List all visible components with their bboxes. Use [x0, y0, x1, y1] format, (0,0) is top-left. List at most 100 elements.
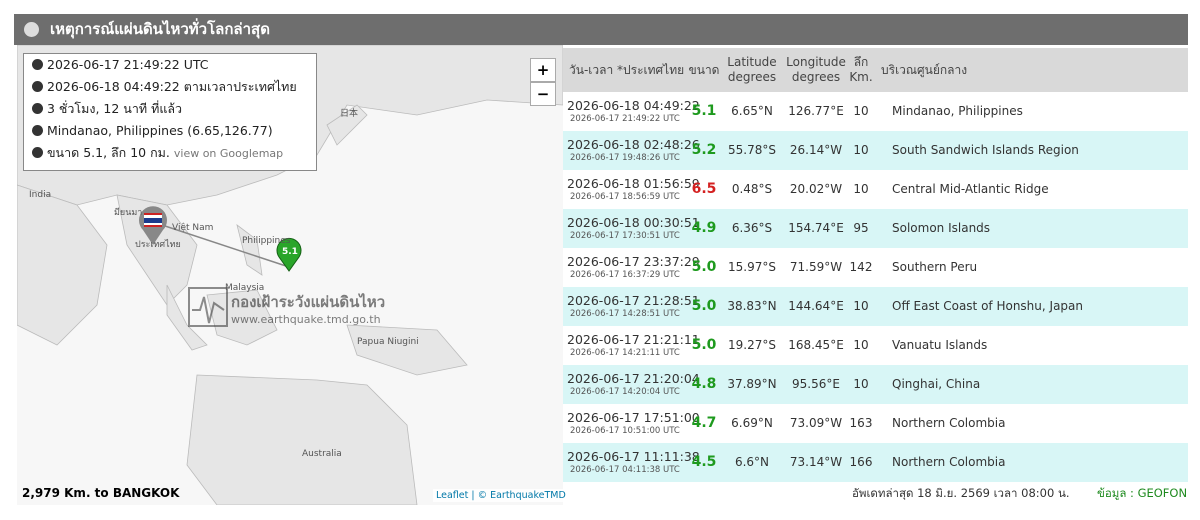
utc-time: 2026-06-17 16:37:29 UTC	[570, 270, 680, 280]
map-label: ประเทศไทย	[135, 240, 181, 250]
region: Northern Colombia	[892, 455, 1006, 469]
info-utc: 2026-06-17 21:49:22 UTC	[47, 57, 209, 72]
info-line: 2026-06-18 04:49:22 ตามเวลาประเทศไทย	[24, 76, 316, 98]
info-line: ขนาด 5.1, ลึก 10 กม. view on Googlemap	[24, 142, 316, 164]
logo-title: กองเฝ้าระวังแผ่นดินไหว	[231, 293, 386, 311]
map-label: Việt Nam	[172, 223, 214, 233]
map-label: India	[29, 190, 52, 200]
latitude: 38.83°N	[727, 299, 777, 313]
utc-time: 2026-06-17 21:49:22 UTC	[570, 114, 680, 124]
land	[346, 324, 468, 376]
region: South Sandwich Islands Region	[892, 143, 1079, 157]
longitude: 126.77°E	[788, 104, 844, 118]
info-size: ขนาด 5.1, ลึก 10 กม.	[47, 145, 170, 160]
magnitude: 5.0	[691, 298, 717, 314]
info-line: Mindanao, Philippines (6.65,126.77)	[24, 120, 316, 142]
region: Qinghai, China	[892, 377, 981, 391]
land	[166, 284, 208, 351]
magnitude: 4.7	[691, 415, 717, 431]
local-time: 2026-06-18 04:49:22	[567, 98, 700, 113]
table-row[interactable]: 2026-06-17 21:28:51 2026-06-17 14:28:51 U…	[563, 287, 1188, 326]
longitude: 20.02°W	[789, 182, 843, 196]
local-time: 2026-06-17 17:51:00	[567, 410, 700, 425]
land	[17, 184, 108, 346]
magnitude: 5.0	[691, 337, 717, 353]
map-label: Malaysia	[225, 283, 265, 293]
map-label: มียนมา	[114, 208, 143, 218]
local-time: 2026-06-18 01:56:59	[567, 176, 700, 191]
utc-time: 2026-06-17 04:11:38 UTC	[570, 465, 680, 475]
magnitude: 4.9	[691, 220, 717, 236]
zoom-out[interactable]: −	[530, 82, 556, 106]
region: Mindanao, Philippines	[892, 104, 1023, 118]
info-line: 3 ชั่วโมง, 12 นาที ที่แล้ว	[24, 98, 316, 120]
local-time: 2026-06-17 21:20:04	[567, 371, 700, 386]
map-link[interactable]: view on Googlemap	[173, 147, 284, 160]
map-label: 日本	[340, 109, 359, 119]
column-header: ลึก Km.	[847, 48, 875, 92]
longitude: 154.74°E	[788, 221, 844, 235]
longitude: 168.45°E	[788, 338, 844, 352]
latitude: 6.65°N	[731, 104, 773, 118]
info-box: 2026-06-17 21:49:22 UTC 2026-06-18 04:49…	[23, 53, 317, 171]
depth: 10	[853, 182, 869, 196]
magnitude: 5.0	[691, 259, 717, 275]
info-local: 2026-06-18 04:49:22 ตามเวลาประเทศไทย	[47, 79, 297, 94]
table-row[interactable]: 2026-06-17 11:11:38 2026-06-17 04:11:38 U…	[563, 443, 1188, 482]
magnitude: 5.2	[691, 142, 717, 158]
magnitude: 6.5	[691, 181, 717, 197]
marker-label: 5.1	[282, 247, 298, 257]
latitude: 37.89°N	[727, 377, 777, 391]
magnitude: 4.5	[691, 454, 717, 470]
info-line: 2026-06-17 21:49:22 UTC	[24, 54, 316, 76]
utc-time: 2026-06-17 14:21:11 UTC	[570, 348, 680, 358]
map-label: Philippines	[242, 236, 291, 246]
latitude: 15.97°S	[728, 260, 776, 274]
attribution[interactable]: Leaflet | © EarthquakeTMD	[433, 489, 569, 502]
table-row[interactable]: 2026-06-18 02:48:26 2026-06-17 19:48:26 U…	[563, 131, 1188, 170]
land	[116, 194, 198, 306]
depth: 142	[849, 260, 873, 274]
table-row[interactable]: 2026-06-17 21:20:04 2026-06-17 14:20:04 U…	[563, 365, 1188, 404]
depth: 163	[849, 416, 873, 430]
zoom-in[interactable]: +	[530, 58, 556, 82]
logo-url: www.earthquake.tmd.go.th	[231, 313, 381, 326]
distance-text: 2,979 Km. to BANGKOK	[22, 486, 180, 500]
table-row[interactable]: 2026-06-17 17:51:00 2026-06-17 10:51:00 U…	[563, 404, 1188, 443]
region: Vanuatu Islands	[892, 338, 988, 352]
local-time: 2026-06-17 21:28:51	[567, 293, 700, 308]
magnitude: 4.8	[691, 376, 717, 392]
table-row[interactable]: 2026-06-17 21:21:11 2026-06-17 14:21:11 U…	[563, 326, 1188, 365]
region: Off East Coast of Honshu, Japan	[892, 299, 1083, 313]
depth: 10	[853, 143, 869, 157]
local-time: 2026-06-18 00:30:51	[567, 215, 700, 230]
latitude: 6.6°N	[734, 455, 770, 469]
region: Northern Colombia	[892, 416, 1006, 430]
table-row[interactable]: 2026-06-17 23:37:29 2026-06-17 16:37:29 U…	[563, 248, 1188, 287]
longitude: 73.14°W	[789, 455, 843, 469]
depth: 10	[853, 299, 869, 313]
depth: 166	[849, 455, 873, 469]
latitude: 19.27°S	[728, 338, 776, 352]
local-time: 2026-06-17 11:11:38	[567, 449, 700, 464]
land	[326, 104, 368, 146]
latitude: 6.36°S	[731, 221, 773, 235]
info-place: Mindanao, Philippines (6.65,126.77)	[47, 123, 273, 138]
longitude: 71.59°W	[789, 260, 843, 274]
quake-marker[interactable]	[276, 237, 302, 272]
column-header: บริเวณศูนย์กลาง	[875, 48, 1188, 92]
column-header: วัน-เวลา *ประเทศไทย	[563, 48, 689, 92]
local-time: 2026-06-18 02:48:26	[567, 137, 700, 152]
local-time: 2026-06-17 21:21:11	[567, 332, 700, 347]
longitude: 144.64°E	[788, 299, 844, 313]
header-title: เหตุการณ์แผ่นดินไหวทั่วโลกล่าสุด	[50, 20, 270, 38]
header-icon	[24, 22, 39, 37]
info-ago: 3 ชั่วโมง, 12 นาที ที่แล้ว	[47, 101, 183, 116]
table-row[interactable]: 2026-06-18 00:30:51 2026-06-17 17:30:51 U…	[563, 209, 1188, 248]
utc-time: 2026-06-17 14:28:51 UTC	[570, 309, 680, 319]
depth: 95	[853, 221, 869, 235]
longitude: 26.14°W	[789, 143, 843, 157]
table-row[interactable]: 2026-06-18 01:56:59 2026-06-17 18:56:59 U…	[563, 170, 1188, 209]
column-header: Longitude degrees	[785, 48, 847, 92]
table-row[interactable]: 2026-06-18 04:49:22 2026-06-17 21:49:22 U…	[563, 92, 1188, 131]
